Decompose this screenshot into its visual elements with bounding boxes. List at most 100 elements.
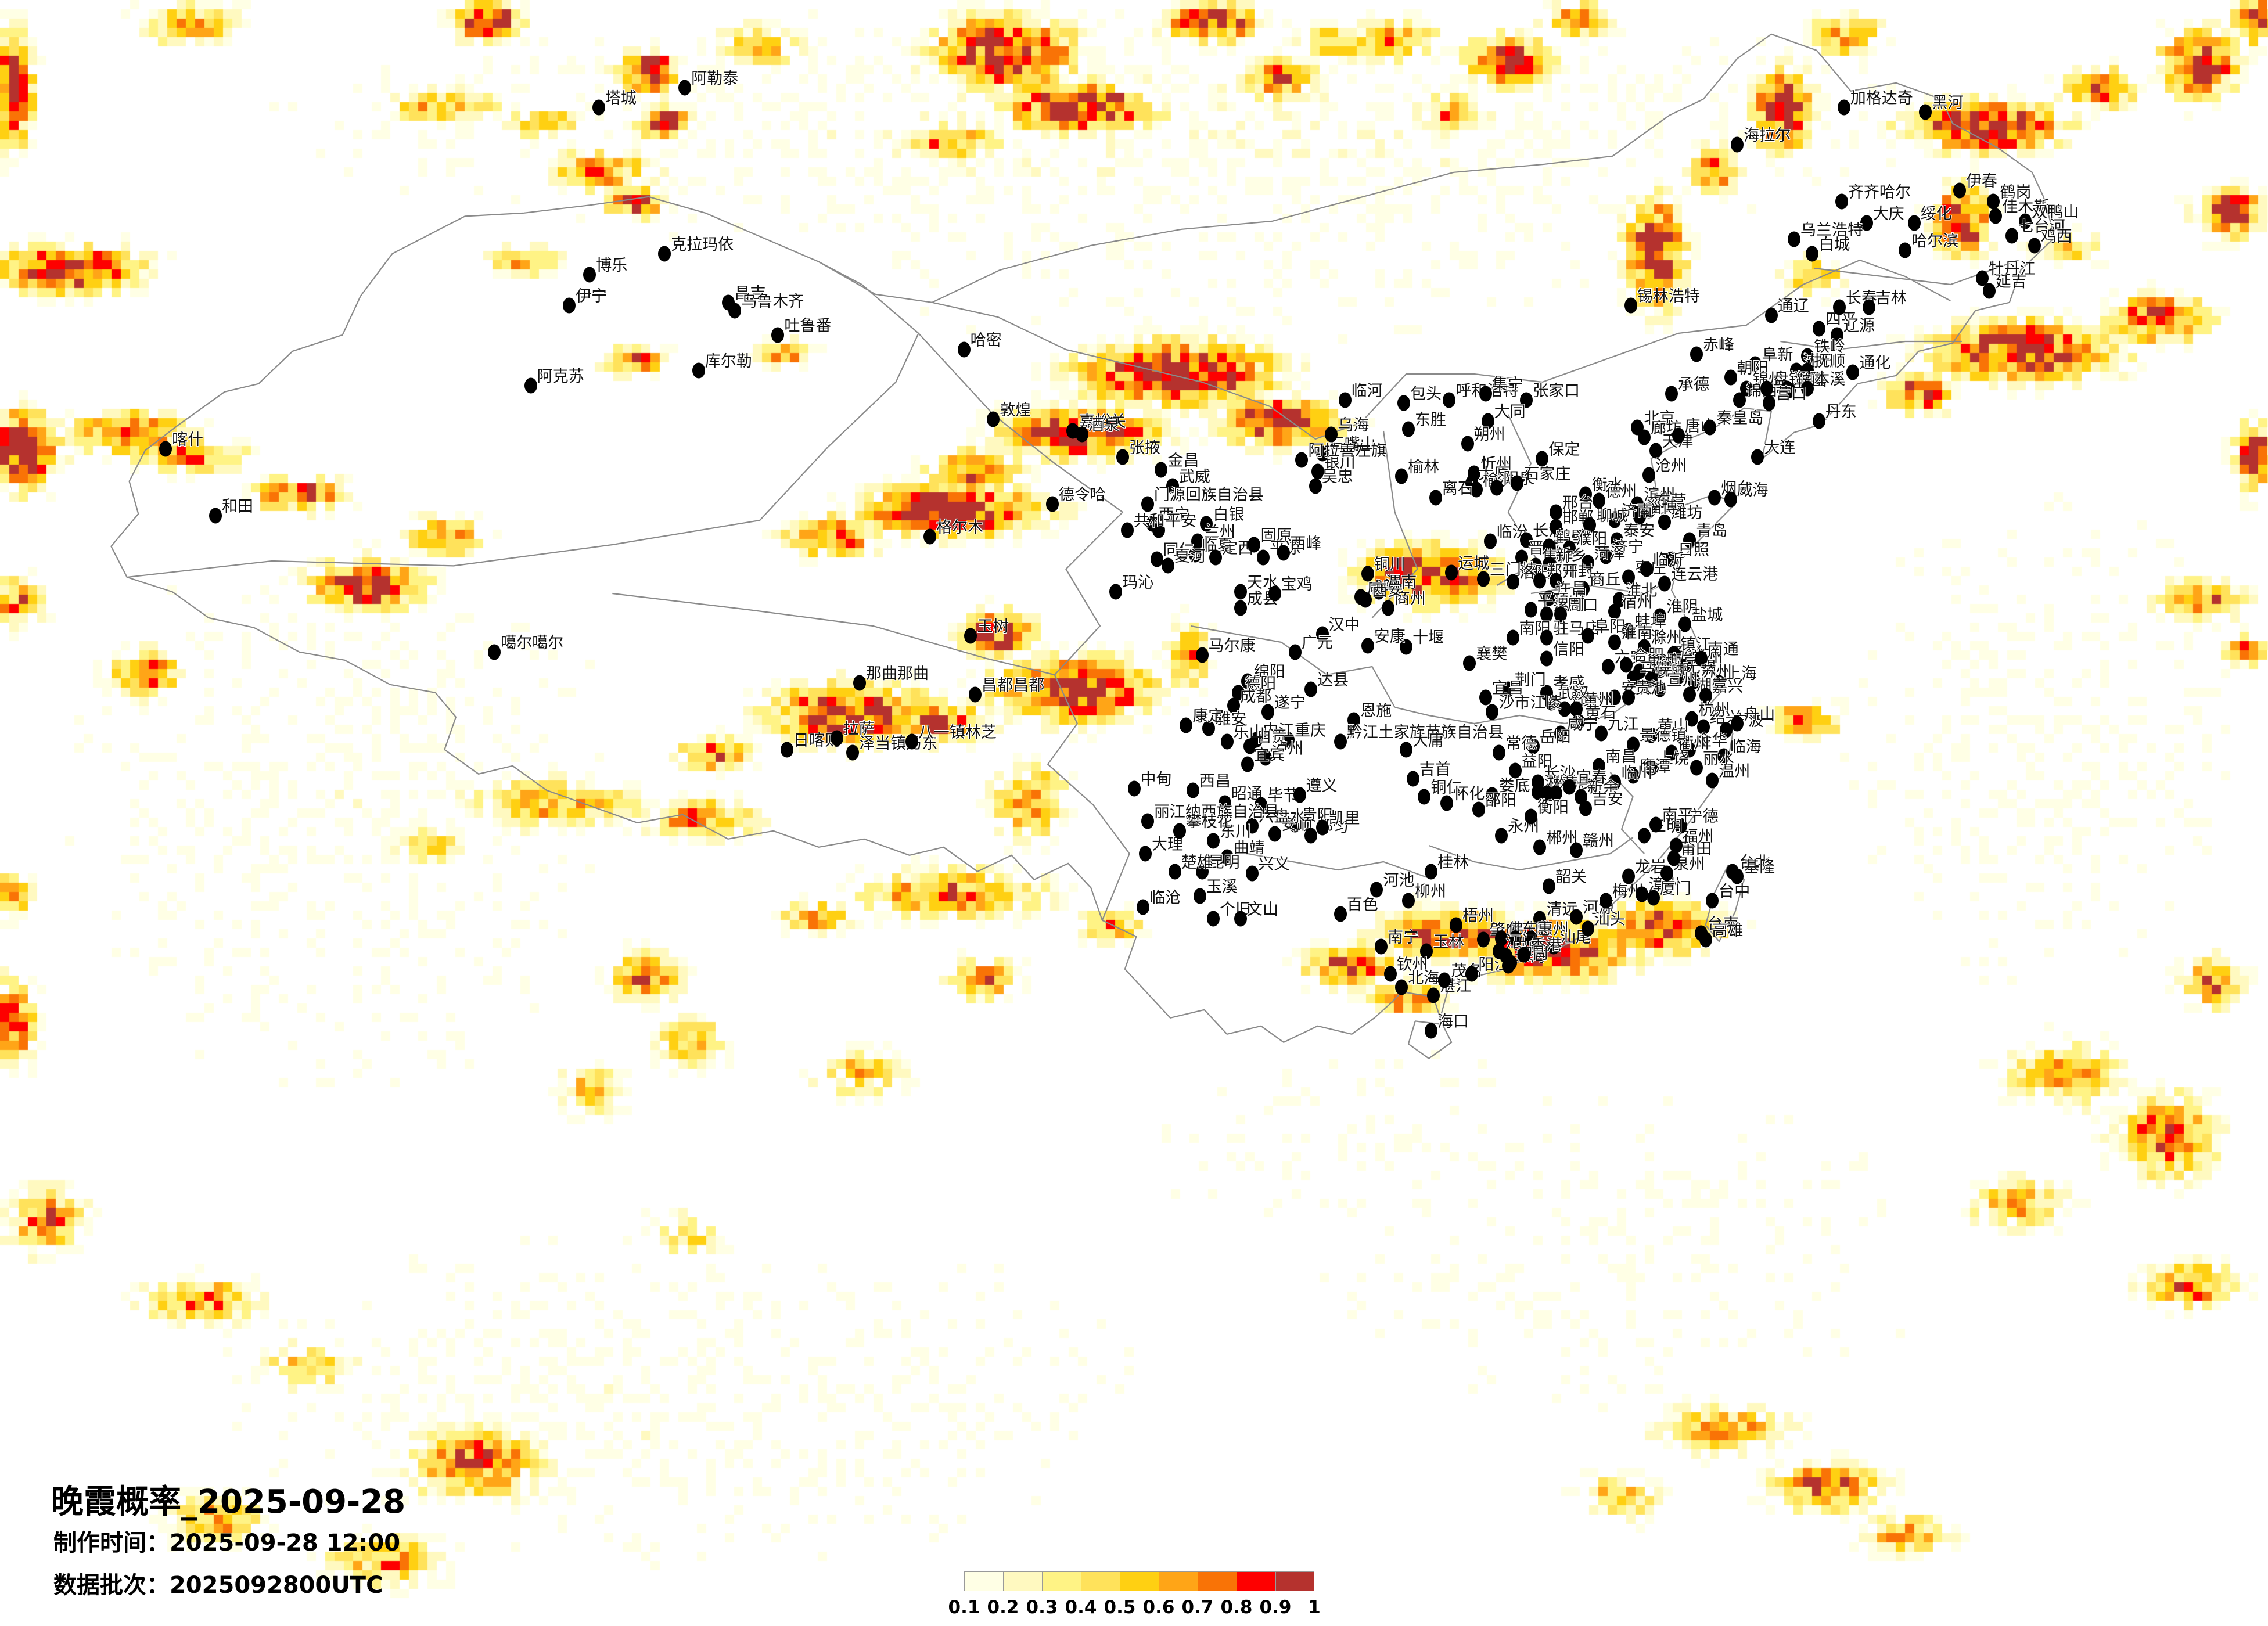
city-dot-icon xyxy=(1672,427,1685,444)
city-dot-icon xyxy=(692,362,705,379)
city-label: 绥化 xyxy=(1920,204,1952,223)
border-line xyxy=(1191,626,1394,707)
city-label: 北海 xyxy=(1408,969,1440,987)
city-label: 塔城 xyxy=(605,89,637,107)
city-dot-icon xyxy=(1762,395,1775,411)
city-label: 南宁 xyxy=(1388,928,1419,947)
city-label: 聊城 xyxy=(1596,507,1628,526)
legend-swatch xyxy=(964,1571,1003,1591)
city-dot-icon xyxy=(1193,888,1206,904)
city-label: 广元 xyxy=(1301,634,1333,652)
city-dot-icon xyxy=(1764,307,1778,323)
city-label: 西峰 xyxy=(1290,535,1322,553)
city-dot-icon xyxy=(964,628,977,644)
city-label: 双鸭山 xyxy=(2032,203,2079,221)
city-label: 安康 xyxy=(1374,627,1406,646)
city-dot-icon xyxy=(1304,828,1318,844)
city-dot-icon xyxy=(1626,670,1640,686)
produced-time-value: 2025-09-28 12:00 xyxy=(170,1530,401,1556)
city-label: 沙市江陵 xyxy=(1498,694,1562,713)
city-label: 大庆 xyxy=(1872,204,1904,223)
city-label: 重庆 xyxy=(1295,722,1327,740)
city-dot-icon xyxy=(1644,671,1658,688)
city-dot-icon xyxy=(1554,725,1567,742)
legend-tick-label: 0.7 xyxy=(1181,1597,1214,1618)
legend-tick-label: 0.3 xyxy=(1026,1597,1058,1618)
city-label: 保定 xyxy=(1548,440,1580,459)
city-dot-icon xyxy=(1569,909,1583,925)
city-label: 承德 xyxy=(1677,375,1709,394)
city-dot-icon xyxy=(1402,421,1415,437)
city-dot-icon xyxy=(1395,979,1408,995)
city-label: 酒泉 xyxy=(1088,416,1120,434)
city-label: 大庸 xyxy=(1412,731,1444,750)
city-label: 淮南 xyxy=(1621,624,1653,642)
city-label: 朝阳 xyxy=(1737,359,1769,377)
city-dot-icon xyxy=(1450,917,1462,933)
city-label: 马尔康 xyxy=(1208,637,1256,656)
city-label: 铁岭 xyxy=(1814,338,1846,357)
city-dot-icon xyxy=(1549,785,1562,801)
city-dot-icon xyxy=(1860,215,1873,231)
city-label: 蚌埠 xyxy=(1634,613,1666,631)
city-dot-icon xyxy=(1685,711,1699,727)
city-dot-icon xyxy=(1533,573,1547,589)
city-dot-icon xyxy=(1463,655,1476,671)
city-label: 淄博 xyxy=(1646,499,1678,517)
city-label: 东营 xyxy=(1655,492,1687,511)
city-label: 盐城 xyxy=(1691,606,1723,625)
city-dot-icon xyxy=(1243,738,1256,754)
city-dot-icon xyxy=(1982,283,1996,299)
city-label: 临川 xyxy=(1621,764,1653,782)
city-label: 敦煌 xyxy=(1000,401,1031,420)
city-label: 阜新 xyxy=(1762,346,1793,365)
city-label: 鹰潭 xyxy=(1639,757,1671,776)
city-dot-icon xyxy=(1622,689,1635,706)
city-label: 夏河 xyxy=(1174,548,1206,566)
city-dot-icon xyxy=(1708,490,1721,506)
city-dot-icon xyxy=(1075,426,1088,443)
city-label: 台南 xyxy=(1707,915,1739,934)
city-label: 宣州 xyxy=(1666,671,1698,690)
city-dot-icon xyxy=(1418,789,1431,805)
city-label: 淮北 xyxy=(1626,582,1658,600)
city-label: 日照 xyxy=(1677,541,1709,560)
city-dot-icon xyxy=(1667,850,1680,866)
city-label: 嘉兴 xyxy=(1712,678,1744,696)
city-label: 镇江 xyxy=(1680,635,1712,654)
city-dot-icon xyxy=(1234,911,1248,927)
city-dot-icon xyxy=(1642,467,1655,483)
city-label: 那曲那曲 xyxy=(865,665,929,683)
city-dot-icon xyxy=(583,267,596,283)
city-label: 台中 xyxy=(1719,883,1751,901)
city-dot-icon xyxy=(1608,634,1622,650)
city-dot-icon xyxy=(1506,574,1519,590)
city-label: 昌吉 xyxy=(734,284,766,303)
border-line xyxy=(111,34,2055,1042)
city-dot-icon xyxy=(1717,748,1730,764)
city-dot-icon xyxy=(1647,890,1660,906)
city-label: 台北 xyxy=(1739,853,1771,872)
city-label: 岳阳 xyxy=(1539,728,1571,747)
city-dot-icon xyxy=(592,99,605,116)
city-dot-icon xyxy=(1400,639,1413,655)
city-dot-icon xyxy=(1576,581,1590,597)
city-dot-icon xyxy=(1599,548,1612,564)
city-dot-icon xyxy=(1801,362,1814,379)
city-label: 吐鲁番 xyxy=(784,316,832,335)
city-dot-icon xyxy=(1472,801,1486,818)
city-label: 绵阳 xyxy=(1253,663,1285,682)
city-dot-icon xyxy=(1445,564,1458,581)
city-dot-icon xyxy=(1608,603,1622,620)
border-line xyxy=(1780,341,1961,350)
city-label: 泸州 xyxy=(1271,739,1303,758)
city-label: 临沧 xyxy=(1149,889,1181,908)
data-batch-value: 2025092800UTC xyxy=(170,1572,383,1599)
city-label: 八一镇林芝 xyxy=(918,723,997,742)
border-line xyxy=(1497,415,1537,585)
city-dot-icon xyxy=(1636,886,1649,902)
city-label: 商丘 xyxy=(1589,570,1621,589)
border-line xyxy=(612,593,1054,675)
city-dot-icon xyxy=(1155,462,1168,478)
